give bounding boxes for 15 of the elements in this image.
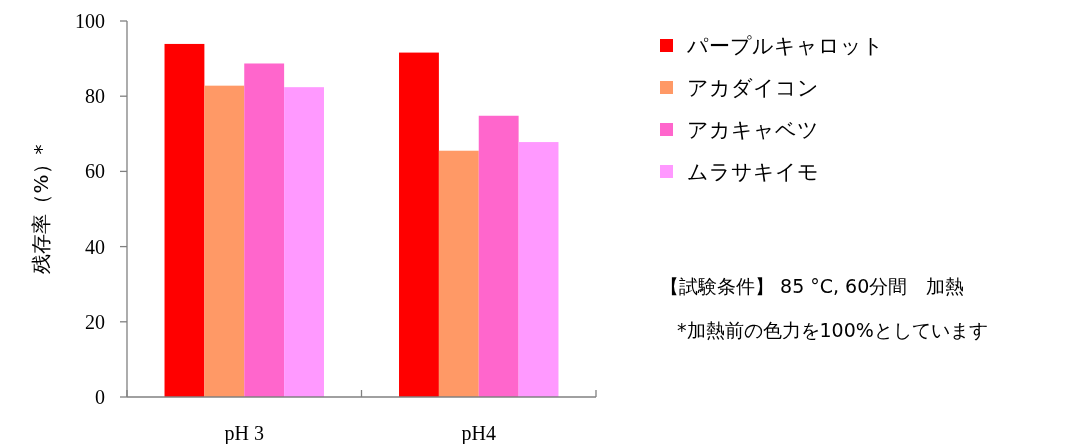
y-tick-label: 100 <box>75 10 105 32</box>
y-tick-label: 40 <box>85 235 105 258</box>
x-tick-label: pH 3 <box>224 422 264 444</box>
x-tick-label: pH4 <box>461 422 496 444</box>
y-tick-label: 80 <box>85 85 105 108</box>
legend-label: アカダイコン <box>687 76 819 100</box>
text: *加熱前の色力を100%としています <box>677 319 988 341</box>
legend-label: パープルキャロット <box>686 34 884 58</box>
y-tick-label: 20 <box>85 310 105 333</box>
y-axis-title: 残存率（%）* <box>29 144 53 274</box>
y-tick-label: 60 <box>85 160 105 183</box>
legend-label: アカキャベツ <box>687 118 819 142</box>
y-tick-label: 0 <box>95 386 105 408</box>
text: 【試験条件】 85 °C, 60分間 加熱 <box>660 275 965 297</box>
legend-label: ムラサキイモ <box>687 160 819 184</box>
